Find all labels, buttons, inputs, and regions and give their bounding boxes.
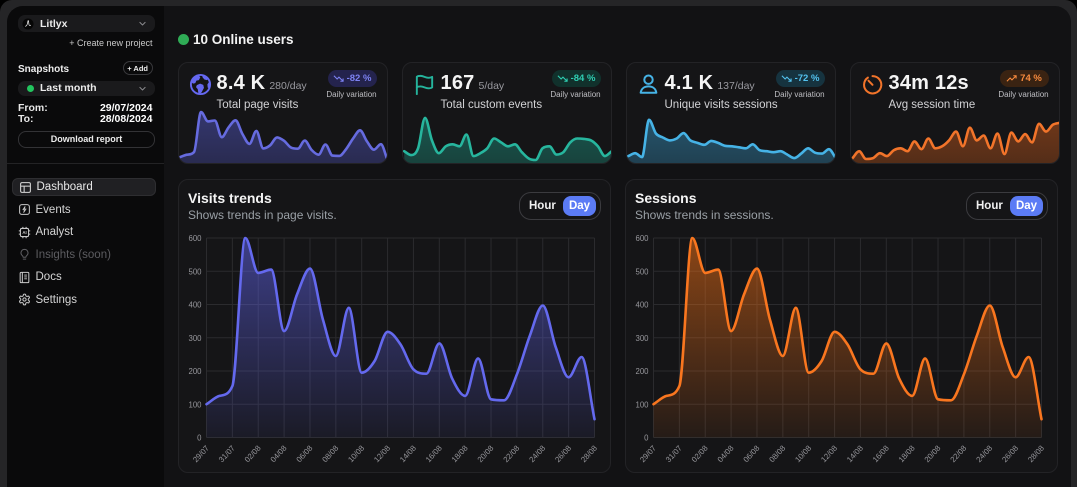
svg-text:14/08: 14/08 <box>398 444 418 464</box>
svg-text:18/08: 18/08 <box>449 444 469 464</box>
svg-text:300: 300 <box>635 334 649 343</box>
svg-text:24/08: 24/08 <box>527 444 547 464</box>
svg-text:10/08: 10/08 <box>793 444 813 464</box>
svg-text:500: 500 <box>635 267 649 276</box>
svg-text:20/08: 20/08 <box>922 444 942 464</box>
svg-text:600: 600 <box>635 234 649 243</box>
svg-text:600: 600 <box>188 234 202 243</box>
svg-text:400: 400 <box>635 301 649 310</box>
svg-text:0: 0 <box>197 434 202 443</box>
svg-text:26/08: 26/08 <box>553 444 573 464</box>
svg-text:16/08: 16/08 <box>423 444 443 464</box>
svg-text:200: 200 <box>188 367 202 376</box>
svg-text:16/08: 16/08 <box>870 444 890 464</box>
svg-text:300: 300 <box>188 334 202 343</box>
svg-text:02/08: 02/08 <box>242 444 262 464</box>
svg-text:02/08: 02/08 <box>689 444 709 464</box>
svg-text:08/08: 08/08 <box>767 444 787 464</box>
svg-text:10/08: 10/08 <box>346 444 366 464</box>
svg-text:500: 500 <box>188 267 202 276</box>
svg-text:29/07: 29/07 <box>191 444 211 464</box>
svg-text:06/08: 06/08 <box>294 444 314 464</box>
svg-text:04/08: 04/08 <box>268 444 288 464</box>
svg-text:100: 100 <box>635 400 649 409</box>
svg-text:22/08: 22/08 <box>501 444 521 464</box>
svg-text:22/08: 22/08 <box>948 444 968 464</box>
svg-text:0: 0 <box>644 434 649 443</box>
svg-text:18/08: 18/08 <box>896 444 916 464</box>
svg-text:12/08: 12/08 <box>372 444 392 464</box>
svg-text:14/08: 14/08 <box>845 444 865 464</box>
svg-text:400: 400 <box>188 301 202 310</box>
svg-text:28/08: 28/08 <box>1026 444 1046 464</box>
svg-text:20/08: 20/08 <box>475 444 495 464</box>
svg-text:29/07: 29/07 <box>638 444 658 464</box>
svg-text:200: 200 <box>635 367 649 376</box>
svg-text:04/08: 04/08 <box>715 444 735 464</box>
svg-text:12/08: 12/08 <box>819 444 839 464</box>
svg-text:100: 100 <box>188 400 202 409</box>
svg-text:AI: AI <box>22 230 26 235</box>
svg-text:31/07: 31/07 <box>663 444 683 464</box>
svg-text:08/08: 08/08 <box>320 444 340 464</box>
svg-text:28/08: 28/08 <box>579 444 599 464</box>
svg-text:24/08: 24/08 <box>974 444 994 464</box>
svg-text:31/07: 31/07 <box>216 444 236 464</box>
svg-text:26/08: 26/08 <box>1000 444 1020 464</box>
svg-text:06/08: 06/08 <box>741 444 761 464</box>
